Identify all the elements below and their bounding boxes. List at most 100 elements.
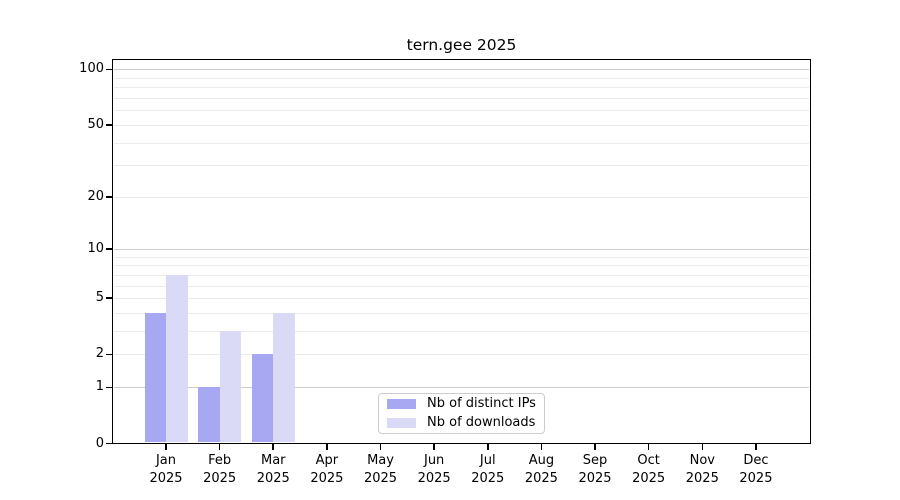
month-label: Oct [637, 453, 660, 468]
y-tick-mark [106, 386, 112, 389]
y-tick-mark [106, 442, 112, 445]
month-label: Aug [528, 453, 555, 468]
minor-gridline [114, 196, 809, 198]
major-gridline [114, 69, 809, 71]
x-tick-label: Oct 2025 [607, 452, 691, 487]
month-label: Mar [260, 453, 286, 468]
y-tick-label: 0 [95, 435, 104, 451]
bar-downloads [166, 274, 188, 443]
month-label: Jul [479, 453, 496, 468]
x-tick-mark [701, 444, 704, 450]
x-tick-label: Mar 2025 [231, 452, 315, 487]
y-tick-mark [106, 124, 112, 126]
month-label: May [367, 453, 394, 468]
x-tick-mark [486, 444, 489, 450]
bar-distinct-ips [198, 387, 220, 443]
minor-gridline [114, 98, 809, 100]
x-tick-mark [326, 444, 328, 450]
y-tick-label: 1 [95, 379, 104, 395]
x-tick-mark [165, 444, 167, 450]
year-label: 2025 [363, 470, 398, 486]
y-tick-label: 5 [95, 290, 104, 306]
y-tick-label: 100 [79, 61, 104, 77]
major-gridline [114, 387, 809, 389]
minor-gridline [114, 77, 809, 79]
chart-title: tern.gee 2025 [406, 36, 517, 54]
minor-gridline [114, 87, 809, 89]
legend-swatch-downloads [387, 417, 416, 428]
year-label: 2025 [310, 470, 344, 486]
year-label: 2025 [256, 470, 290, 486]
x-tick-label: Feb 2025 [178, 452, 262, 487]
minor-gridline [114, 313, 809, 315]
x-tick-label: Sep 2025 [553, 452, 637, 487]
month-label: Jan [155, 453, 177, 468]
minor-gridline [114, 298, 809, 300]
minor-gridline [114, 331, 809, 333]
legend-entry: Nb of distinct IPs [385, 396, 538, 412]
x-tick-mark [433, 444, 435, 450]
year-label: 2025 [203, 470, 237, 486]
y-tick-mark [106, 297, 112, 300]
minor-gridline [114, 274, 809, 276]
major-gridline [114, 249, 809, 251]
year-label: 2025 [632, 470, 666, 486]
month-label: Apr [315, 453, 339, 468]
minor-gridline [114, 265, 809, 267]
bar-distinct-ips [144, 313, 166, 443]
x-tick-label: Aug 2025 [499, 452, 583, 487]
bar-downloads [219, 331, 242, 443]
x-tick-label: Dec 2025 [714, 452, 798, 487]
month-label: Nov [689, 453, 715, 468]
year-label: 2025 [578, 470, 612, 486]
x-tick-label: Jul 2025 [446, 452, 530, 487]
minor-gridline [114, 124, 809, 126]
x-tick-mark [379, 444, 382, 450]
x-tick-label: May 2025 [339, 452, 423, 487]
y-tick-mark [106, 353, 112, 356]
y-tick-label: 20 [87, 188, 104, 204]
x-tick-mark [218, 444, 221, 450]
year-label: 2025 [417, 470, 451, 486]
minor-gridline [114, 110, 809, 112]
x-tick-label: Jun 2025 [392, 452, 476, 487]
month-label: Feb [208, 453, 232, 468]
minor-gridline [114, 256, 809, 258]
year-label: 2025 [524, 470, 558, 486]
x-tick-mark [647, 444, 650, 450]
minor-gridline [114, 165, 809, 167]
minor-gridline [114, 354, 809, 356]
month-label: Sep [582, 453, 608, 468]
legend-entry-label: Nb of distinct IPs [427, 396, 536, 411]
x-tick-label: Nov 2025 [660, 452, 744, 487]
y-tick-label: 10 [87, 241, 104, 257]
x-tick-mark [755, 444, 757, 450]
minor-gridline [114, 285, 809, 287]
x-tick-mark [540, 444, 543, 450]
year-label: 2025 [149, 470, 183, 486]
y-tick-label: 50 [87, 116, 104, 132]
x-tick-mark [272, 444, 275, 450]
minor-gridline [114, 142, 809, 144]
x-tick-mark [594, 444, 596, 450]
legend-entry-label: Nb of downloads [427, 415, 536, 430]
x-tick-label: Apr 2025 [285, 452, 369, 487]
year-label: 2025 [471, 470, 505, 486]
x-tick-label: Jan 2025 [124, 452, 208, 487]
y-tick-mark [106, 195, 112, 198]
month-label: Jun [423, 453, 445, 468]
legend-entry: Nb of downloads [385, 415, 538, 431]
bar-distinct-ips [251, 354, 274, 443]
month-label: Dec [743, 453, 769, 468]
year-label: 2025 [739, 470, 773, 486]
bar-downloads [273, 313, 295, 443]
y-tick-label: 2 [95, 346, 104, 362]
legend-swatch-distinct-ips [387, 398, 416, 409]
y-tick-mark [106, 248, 112, 250]
legend: Nb of distinct IPs Nb of downloads [378, 392, 545, 434]
